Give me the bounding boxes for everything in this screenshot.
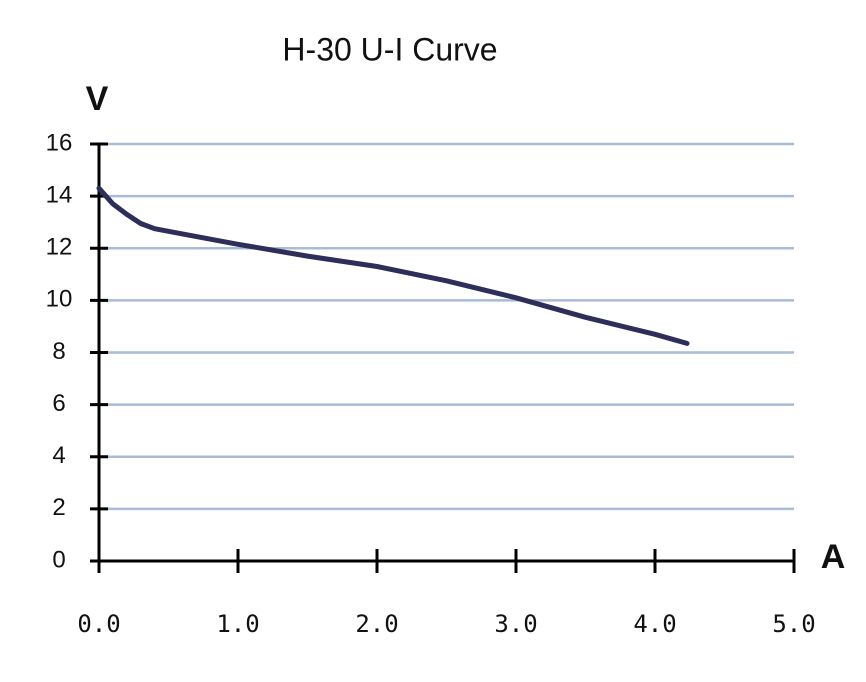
data-line	[96, 185, 690, 346]
chart-title: H-30 U-I Curve	[282, 31, 497, 67]
x-axis-label: A	[821, 538, 846, 576]
grid	[99, 142, 794, 563]
y-tick-label: 6	[52, 390, 65, 417]
x-tick-label: 1.0	[216, 610, 259, 638]
x-tick-label: 3.0	[494, 610, 537, 638]
x-tick-label: 4.0	[633, 610, 676, 638]
y-tick-label: 12	[46, 234, 73, 261]
x-tick-label: 0.0	[77, 610, 120, 638]
x-tick-label: 2.0	[355, 610, 398, 638]
y-tick-label: 4	[52, 442, 65, 469]
y-tick-label: 2	[52, 494, 65, 521]
y-tick-label: 8	[52, 338, 65, 365]
x-tick-label: 5.0	[772, 610, 815, 638]
y-axis-label: V	[86, 80, 109, 118]
y-tick-label: 0	[52, 546, 65, 573]
y-tick-label: 10	[46, 286, 73, 313]
y-tick-label: 16	[46, 129, 73, 156]
axes	[90, 142, 796, 573]
y-tick-label: 14	[46, 181, 73, 208]
plot-area	[96, 185, 690, 346]
